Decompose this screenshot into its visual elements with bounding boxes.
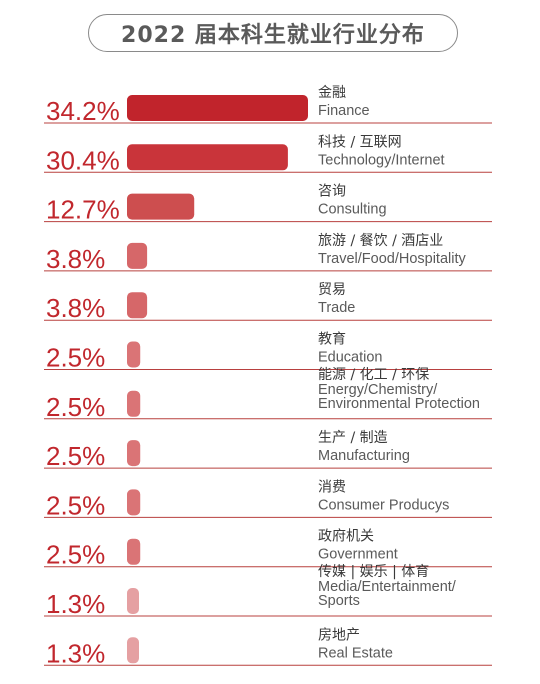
percent-label: 34.2% <box>46 96 120 126</box>
bar <box>127 193 195 220</box>
bar <box>127 538 141 565</box>
percent-label: 2.5% <box>46 343 105 373</box>
bar <box>127 390 141 417</box>
percent-label: 2.5% <box>46 490 105 520</box>
chart-title: 2022 届本科生就业行业分布 <box>88 14 458 52</box>
category-label-zh: 政府机关 <box>318 529 374 545</box>
percent-label: 30.4% <box>46 145 120 175</box>
category-label-zh: 旅游 / 餐饮 / 酒店业 <box>318 233 443 249</box>
bar <box>127 588 139 614</box>
category-label-en: Energy/Chemistry/ <box>318 382 438 398</box>
bar-row: 1.3% 房地产 Real Estate <box>44 627 492 668</box>
bar <box>127 341 141 368</box>
bar-row: 30.4% 科技 / 互联网 Technology/Internet <box>44 134 492 175</box>
bar <box>127 440 141 467</box>
bar <box>127 95 308 121</box>
percent-label: 3.8% <box>46 293 105 323</box>
category-label-zh: 消费 <box>318 479 346 495</box>
category-label-en: Finance <box>318 103 370 119</box>
bar <box>127 489 141 516</box>
category-label-en: Consumer Producys <box>318 497 449 513</box>
category-label-zh: 金融 <box>318 85 346 101</box>
bar <box>127 292 148 319</box>
bar-row: 2.5% 生产 / 制造 Manufacturing <box>44 430 492 471</box>
category-label-en: Consulting <box>318 202 387 218</box>
category-label-zh: 贸易 <box>318 282 346 298</box>
percent-label: 2.5% <box>46 441 105 471</box>
bar-row: 2.5% 政府机关 Government <box>44 529 492 570</box>
bar-row: 2.5% 教育 Education <box>44 332 492 373</box>
bar-row: 34.2% 金融 Finance <box>44 85 492 126</box>
bar-row: 2.5% 能源 / 化工 / 环保Energy/Chemistry/Environ… <box>44 367 492 422</box>
bar-row: 2.5% 消费 Consumer Producys <box>44 479 492 520</box>
bar-row: 3.8% 旅游 / 餐饮 / 酒店业 Travel/Food/Hospitality <box>44 233 492 274</box>
bar <box>127 144 288 171</box>
percent-label: 3.8% <box>46 244 105 274</box>
category-label-en: Education <box>318 350 383 366</box>
bar <box>127 242 148 269</box>
category-label-zh: 生产 / 制造 <box>318 430 388 446</box>
category-label-en: Technology/Internet <box>318 152 445 168</box>
category-label-en: Sports <box>318 593 360 609</box>
category-label-en: Manufacturing <box>318 448 410 464</box>
percent-label: 1.3% <box>46 638 105 668</box>
percent-label: 12.7% <box>46 195 120 225</box>
category-label-en: Travel/Food/Hospitality <box>318 251 466 267</box>
category-label-zh: 咨询 <box>318 184 346 200</box>
category-label-en: Government <box>318 547 398 563</box>
bar-row: 12.7% 咨询 Consulting <box>44 184 492 225</box>
bar <box>127 637 139 664</box>
percent-label: 2.5% <box>46 392 105 422</box>
category-label-zh: 传媒 | 娱乐 | 体育 <box>318 564 429 580</box>
percent-label: 1.3% <box>46 589 105 619</box>
category-label-zh: 科技 / 互联网 <box>318 134 402 150</box>
bar-row: 3.8% 贸易 Trade <box>44 282 492 323</box>
category-label-en: Environmental Protection <box>318 396 480 412</box>
chart-title-text: 2022 届本科生就业行业分布 <box>121 23 425 48</box>
category-label-zh: 能源 / 化工 / 环保 <box>318 367 429 383</box>
bar-row: 1.3% 传媒 | 娱乐 | 体育Media/Entertainment/Spor… <box>44 564 492 619</box>
category-label-en: Real Estate <box>318 645 393 661</box>
category-label-zh: 房地产 <box>318 627 360 643</box>
category-label-en: Media/Entertainment/ <box>318 579 457 595</box>
category-label-en: Trade <box>318 300 355 316</box>
percent-label: 2.5% <box>46 540 105 570</box>
category-label-zh: 教育 <box>318 332 346 348</box>
